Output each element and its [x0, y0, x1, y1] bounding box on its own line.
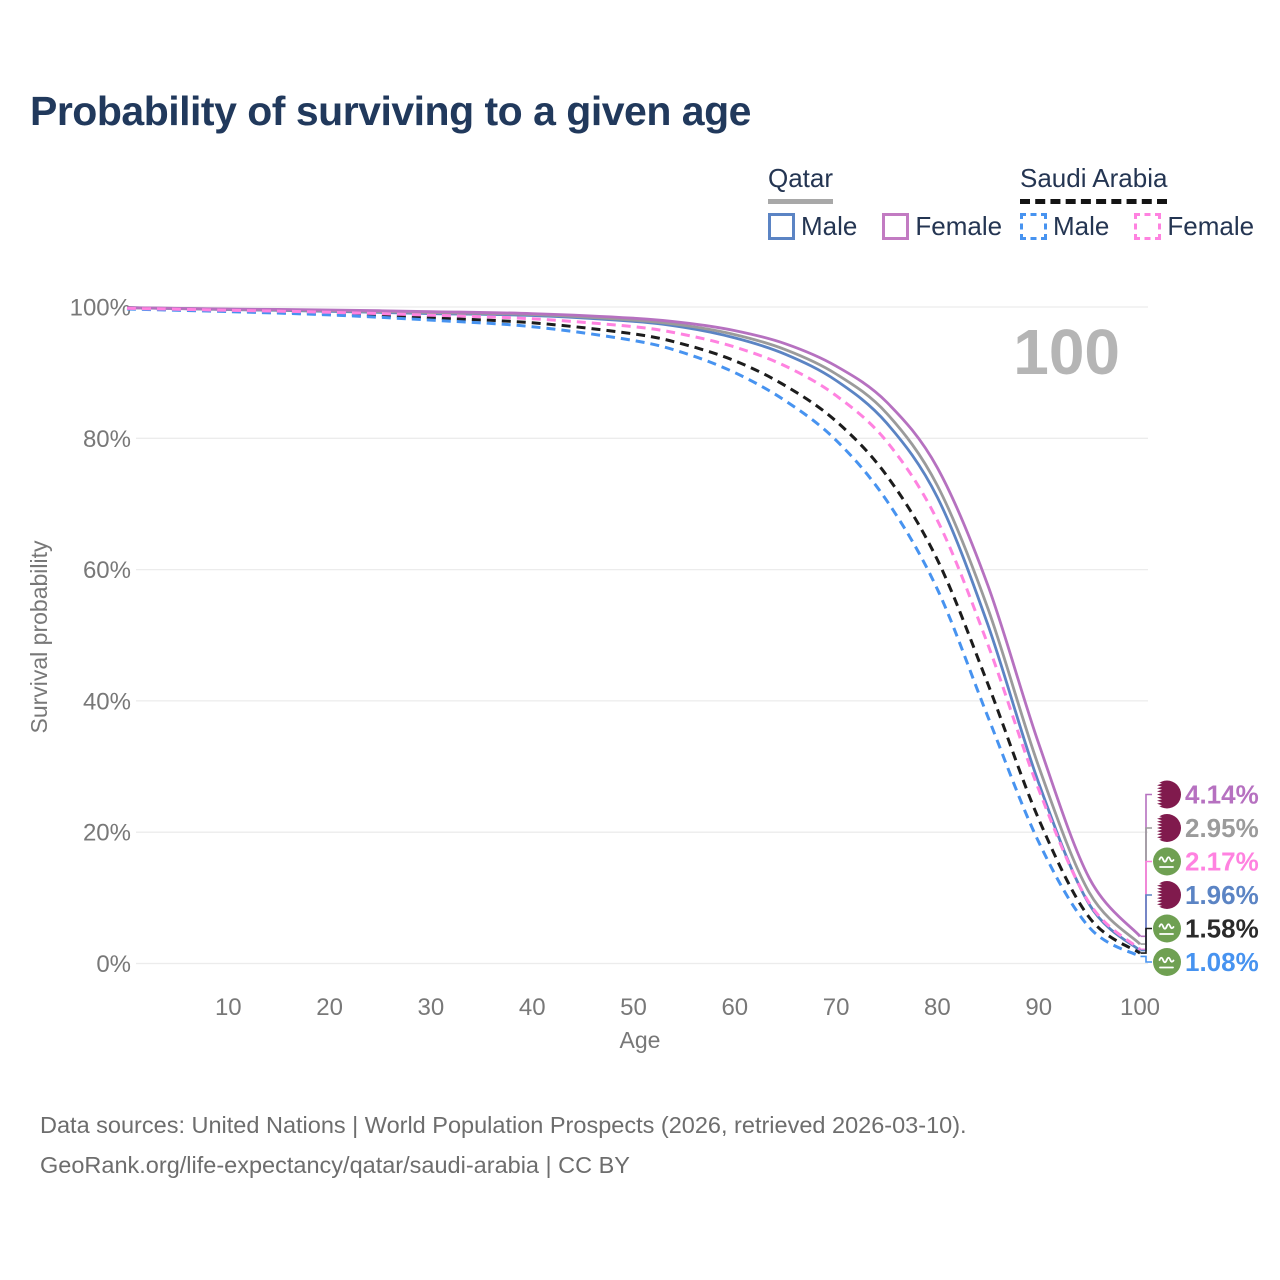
legend-item-qatar-female[interactable]: Female [882, 211, 1002, 242]
legend-group-saudi-arabia: Saudi Arabia Male Female [1020, 163, 1254, 242]
x-tick-label: 100 [1120, 994, 1160, 1021]
legend-item-saudi-arabia-female[interactable]: Female [1134, 211, 1254, 242]
series-line-saudi-arabia-male [126, 307, 1141, 958]
qatar-flag-icon [1153, 881, 1181, 909]
y-tick-label: 60% [83, 557, 131, 584]
x-tick-label: 70 [823, 994, 850, 1021]
legend-item-label: Male [801, 211, 858, 241]
legend-group-qatar: Qatar Male Female [768, 163, 1002, 242]
y-axis-title: Survival probability [26, 540, 52, 734]
footer-link: GeoRank.org/life-expectancy/qatar/saudi-… [40, 1152, 630, 1178]
saudi-arabia-flag-icon [1153, 847, 1181, 876]
x-tick-label: 20 [316, 994, 343, 1021]
footer: Data sources: United Nations | World Pop… [40, 1105, 967, 1185]
legend-group-label: Qatar [768, 163, 834, 204]
x-tick-label: 90 [1025, 994, 1052, 1021]
end-label-leader [1140, 955, 1152, 963]
x-axis-title: Age [620, 1027, 661, 1053]
legend-item-label: Male [1053, 211, 1110, 241]
legend-item-label: Female [1167, 211, 1255, 241]
page-title: Probability of surviving to a given age [30, 88, 751, 134]
y-tick-label: 40% [83, 688, 131, 715]
y-tick-label: 100% [70, 295, 131, 322]
x-tick-label: 40 [519, 994, 546, 1021]
legend-swatch-icon [1020, 213, 1047, 240]
legend-swatch-icon [1134, 213, 1162, 240]
legend-group-label: Saudi Arabia [1020, 163, 1168, 204]
y-tick-label: 0% [96, 951, 131, 978]
legend-item-qatar-male[interactable]: Male [768, 211, 857, 242]
hover-age-watermark: 100 [1013, 316, 1120, 388]
series-line-qatar-male [126, 306, 1141, 952]
y-tick-label: 20% [83, 820, 131, 847]
series-line-saudi-arabia-both-sexes [126, 306, 1141, 955]
end-value-label: 1.58% [1185, 914, 1259, 944]
end-value-label: 1.96% [1185, 880, 1259, 910]
x-tick-label: 10 [215, 994, 242, 1021]
end-label-leader [1140, 927, 1152, 954]
end-value-label: 2.17% [1185, 847, 1259, 877]
legend-item-label: Female [915, 211, 1003, 241]
x-tick-label: 30 [418, 994, 445, 1021]
series-line-qatar-female [126, 306, 1142, 938]
end-value-label: 1.08% [1185, 947, 1259, 977]
legend-swatch-icon [882, 213, 910, 240]
y-tick-label: 80% [83, 426, 131, 453]
footer-sources: Data sources: United Nations | World Pop… [40, 1112, 967, 1138]
end-label-leader [1140, 894, 1152, 952]
qatar-flag-icon [1153, 814, 1181, 842]
x-tick-label: 60 [721, 994, 748, 1021]
legend-item-saudi-arabia-male[interactable]: Male [1020, 211, 1109, 242]
saudi-arabia-flag-icon [1153, 914, 1181, 943]
end-value-label: 2.95% [1185, 813, 1259, 843]
saudi-arabia-flag-icon [1153, 948, 1181, 976]
legend-swatch-icon [768, 213, 795, 240]
x-tick-label: 80 [924, 994, 951, 1021]
series-line-saudi-arabia-female [126, 306, 1142, 951]
qatar-flag-icon [1153, 780, 1181, 809]
end-value-label: 4.14% [1185, 780, 1259, 810]
x-tick-label: 50 [620, 994, 647, 1021]
